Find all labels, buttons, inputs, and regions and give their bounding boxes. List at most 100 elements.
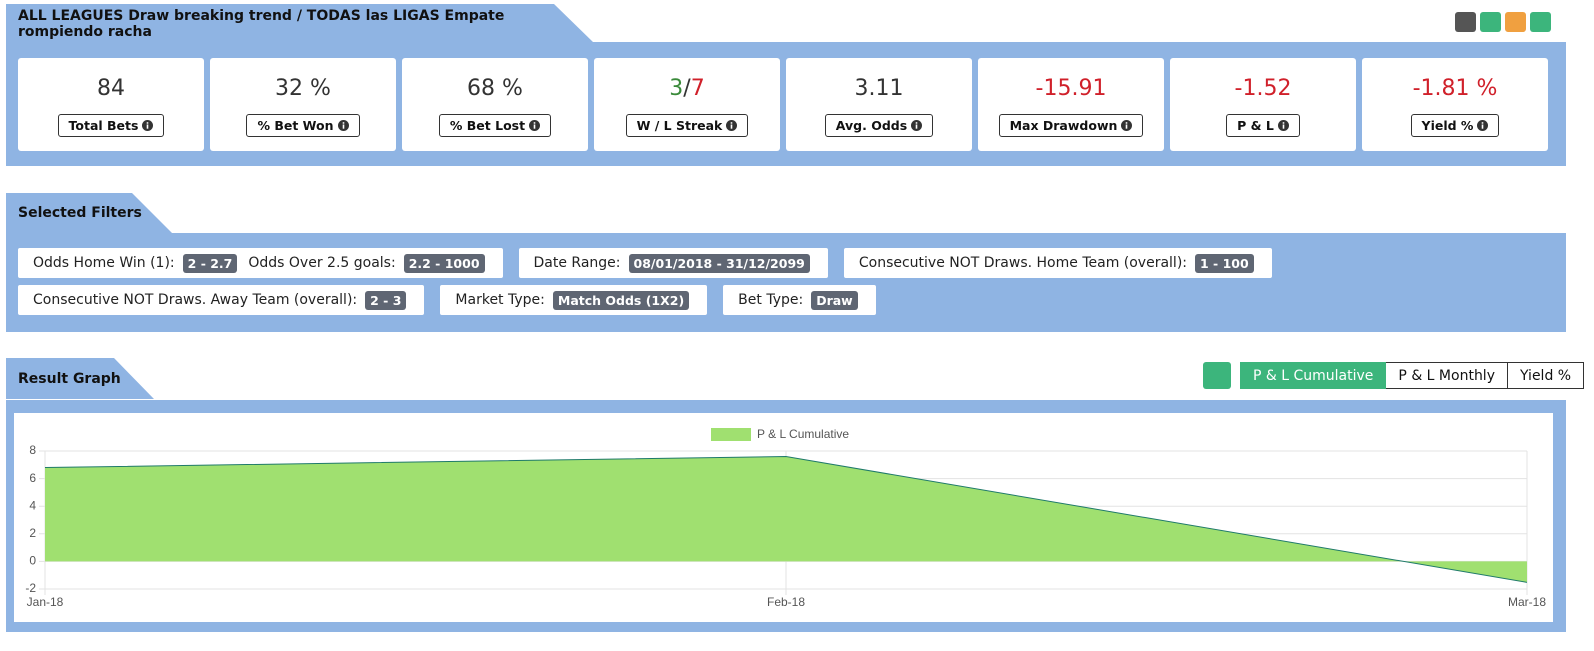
graph-buttons: P & L Cumulative P & L Monthly Yield % <box>1203 362 1585 389</box>
streak-wins: 3 <box>669 76 684 101</box>
info-bar <box>147 124 149 129</box>
stat-label[interactable]: Yield % <box>1410 114 1500 137</box>
email-button[interactable] <box>1530 12 1551 32</box>
filter-value: Match Odds (1X2) <box>552 290 690 310</box>
info-dot <box>533 122 536 124</box>
info-bar <box>915 124 918 129</box>
info-dot <box>731 122 733 124</box>
info-icon <box>142 120 154 131</box>
y-tick-label: 8 <box>29 443 36 457</box>
stat-label-text: % Bet Lost <box>449 118 526 133</box>
stat-value: -1.81 % <box>1412 76 1498 101</box>
stat-label-text: Avg. Odds <box>835 118 908 133</box>
streak-losses: 7 <box>690 76 705 101</box>
filters: Odds Home Win (1): 2 - 2.7 Odds Over 2.5 g… <box>18 248 1558 315</box>
x-tick-label: Feb-18 <box>767 595 805 609</box>
streak-separator: / <box>683 76 691 101</box>
info-icon <box>529 120 541 131</box>
stat-card: 32 % % Bet Won <box>210 58 396 151</box>
info-dot <box>1282 122 1285 124</box>
stat-label-text: P & L <box>1237 118 1274 133</box>
stat-value: -1.52 <box>1234 76 1292 101</box>
filter-box: Consecutive NOT Draws. Away Team (overal… <box>18 285 425 315</box>
stat-label[interactable]: P & L <box>1226 114 1300 137</box>
y-tick-label: 2 <box>29 526 36 540</box>
copy-button[interactable] <box>1455 12 1476 32</box>
x-tick-label: Jan-18 <box>27 595 64 609</box>
filter-box: Odds Home Win (1): 2 - 2.7 Odds Over 2.5 g… <box>18 248 503 278</box>
stat-card: -15.91 Max Drawdown <box>978 58 1164 151</box>
graph-download-button[interactable] <box>1203 362 1231 389</box>
stat-label[interactable]: Total Bets <box>57 114 165 137</box>
stat-label[interactable]: Avg. Odds <box>824 114 934 137</box>
info-bar <box>1482 124 1484 129</box>
stat-card: -1.52 P & L <box>1170 58 1356 151</box>
filter-box: Date Range: 08/01/2018 - 31/12/2099 <box>518 248 828 278</box>
area <box>45 456 1527 583</box>
y-tick-label: -2 <box>25 581 36 595</box>
toolbar <box>1455 12 1551 32</box>
filter-value: 2 - 2.7 <box>182 253 238 273</box>
stat-value: 68 % <box>467 76 523 101</box>
share-button[interactable] <box>1505 12 1526 32</box>
filter-value: 1 - 100 <box>1195 253 1254 273</box>
info-dot <box>915 122 918 124</box>
download-button[interactable] <box>1480 12 1501 32</box>
graph-title: Result Graph <box>6 358 154 399</box>
info-bar <box>1282 124 1285 129</box>
stat-label-text: % Bet Won <box>257 118 334 133</box>
info-icon <box>726 120 738 131</box>
stat-value: 32 % <box>275 76 331 101</box>
stat-value: 84 <box>97 76 125 101</box>
legend-label: P & L Cumulative <box>757 427 849 441</box>
page-title: ALL LEAGUES Draw breaking trend / TODAS … <box>6 4 594 43</box>
chart: -2 0 2 4 6 8 Jan-18 Feb-18 Mar-18 P & L Cumulativ… <box>14 413 1553 622</box>
stat-card: 68 % % Bet Lost <box>402 58 588 151</box>
filter-label: Consecutive NOT Draws. Away Team (overal… <box>33 292 358 308</box>
filter-box: Consecutive NOT Draws. Home Team (overal… <box>843 248 1272 278</box>
graph-mode-button[interactable]: Yield % <box>1508 362 1585 389</box>
filter-box: Market Type: Match Odds (1X2) <box>440 285 708 315</box>
stat-label[interactable]: % Bet Won <box>246 114 360 137</box>
y-tick-label: 6 <box>29 471 36 485</box>
y-tick-label: 0 <box>29 554 36 568</box>
stat-card: -1.81 % Yield % <box>1362 58 1548 151</box>
stat-card: 3.11 Avg. Odds <box>786 58 972 151</box>
filter-value: 2 - 3 <box>365 290 407 310</box>
info-dot <box>1126 122 1128 124</box>
info-dot <box>1482 122 1484 124</box>
info-icon <box>337 120 349 131</box>
filter-value: Draw <box>811 290 858 310</box>
info-icon <box>911 120 923 131</box>
stat-label[interactable]: Max Drawdown <box>998 114 1144 137</box>
legend-swatch <box>711 428 751 441</box>
stat-label[interactable]: % Bet Lost <box>438 114 552 137</box>
stat-label-text: Yield % <box>1421 118 1474 133</box>
stat-card: 84 Total Bets <box>18 58 204 151</box>
line <box>44 456 1528 583</box>
graph-mode-button[interactable]: P & L Cumulative <box>1240 362 1387 389</box>
stat-value: 3/7 <box>669 76 704 104</box>
stat-card: 3/7 W / L Streak <box>594 58 780 151</box>
stat-label-text: Max Drawdown <box>1009 118 1118 133</box>
filter-label: Consecutive NOT Draws. Home Team (overal… <box>858 255 1187 271</box>
info-bar <box>533 124 536 129</box>
filter-label: Odds Home Win (1): <box>33 255 175 271</box>
info-dot <box>342 122 344 124</box>
info-icon <box>1477 120 1489 131</box>
x-tick-label: Mar-18 <box>1508 595 1546 609</box>
info-bar <box>731 124 733 129</box>
filter-label: Market Type: <box>455 292 545 308</box>
info-icon <box>1277 120 1289 131</box>
stat-label[interactable]: W / L Streak <box>625 114 749 137</box>
filter-value: 08/01/2018 - 31/12/2099 <box>628 253 810 273</box>
stat-value: 3.11 <box>854 76 904 101</box>
info-dot <box>147 122 149 124</box>
stat-label-text: W / L Streak <box>636 118 723 133</box>
info-icon <box>1121 120 1133 131</box>
graph-mode-button[interactable]: P & L Monthly <box>1386 362 1508 389</box>
y-tick-label: 4 <box>29 498 36 512</box>
stats: 84 Total Bets 32 % % Bet Won 68 % % Bet Lost 3… <box>18 58 1548 151</box>
info-bar <box>342 124 344 129</box>
